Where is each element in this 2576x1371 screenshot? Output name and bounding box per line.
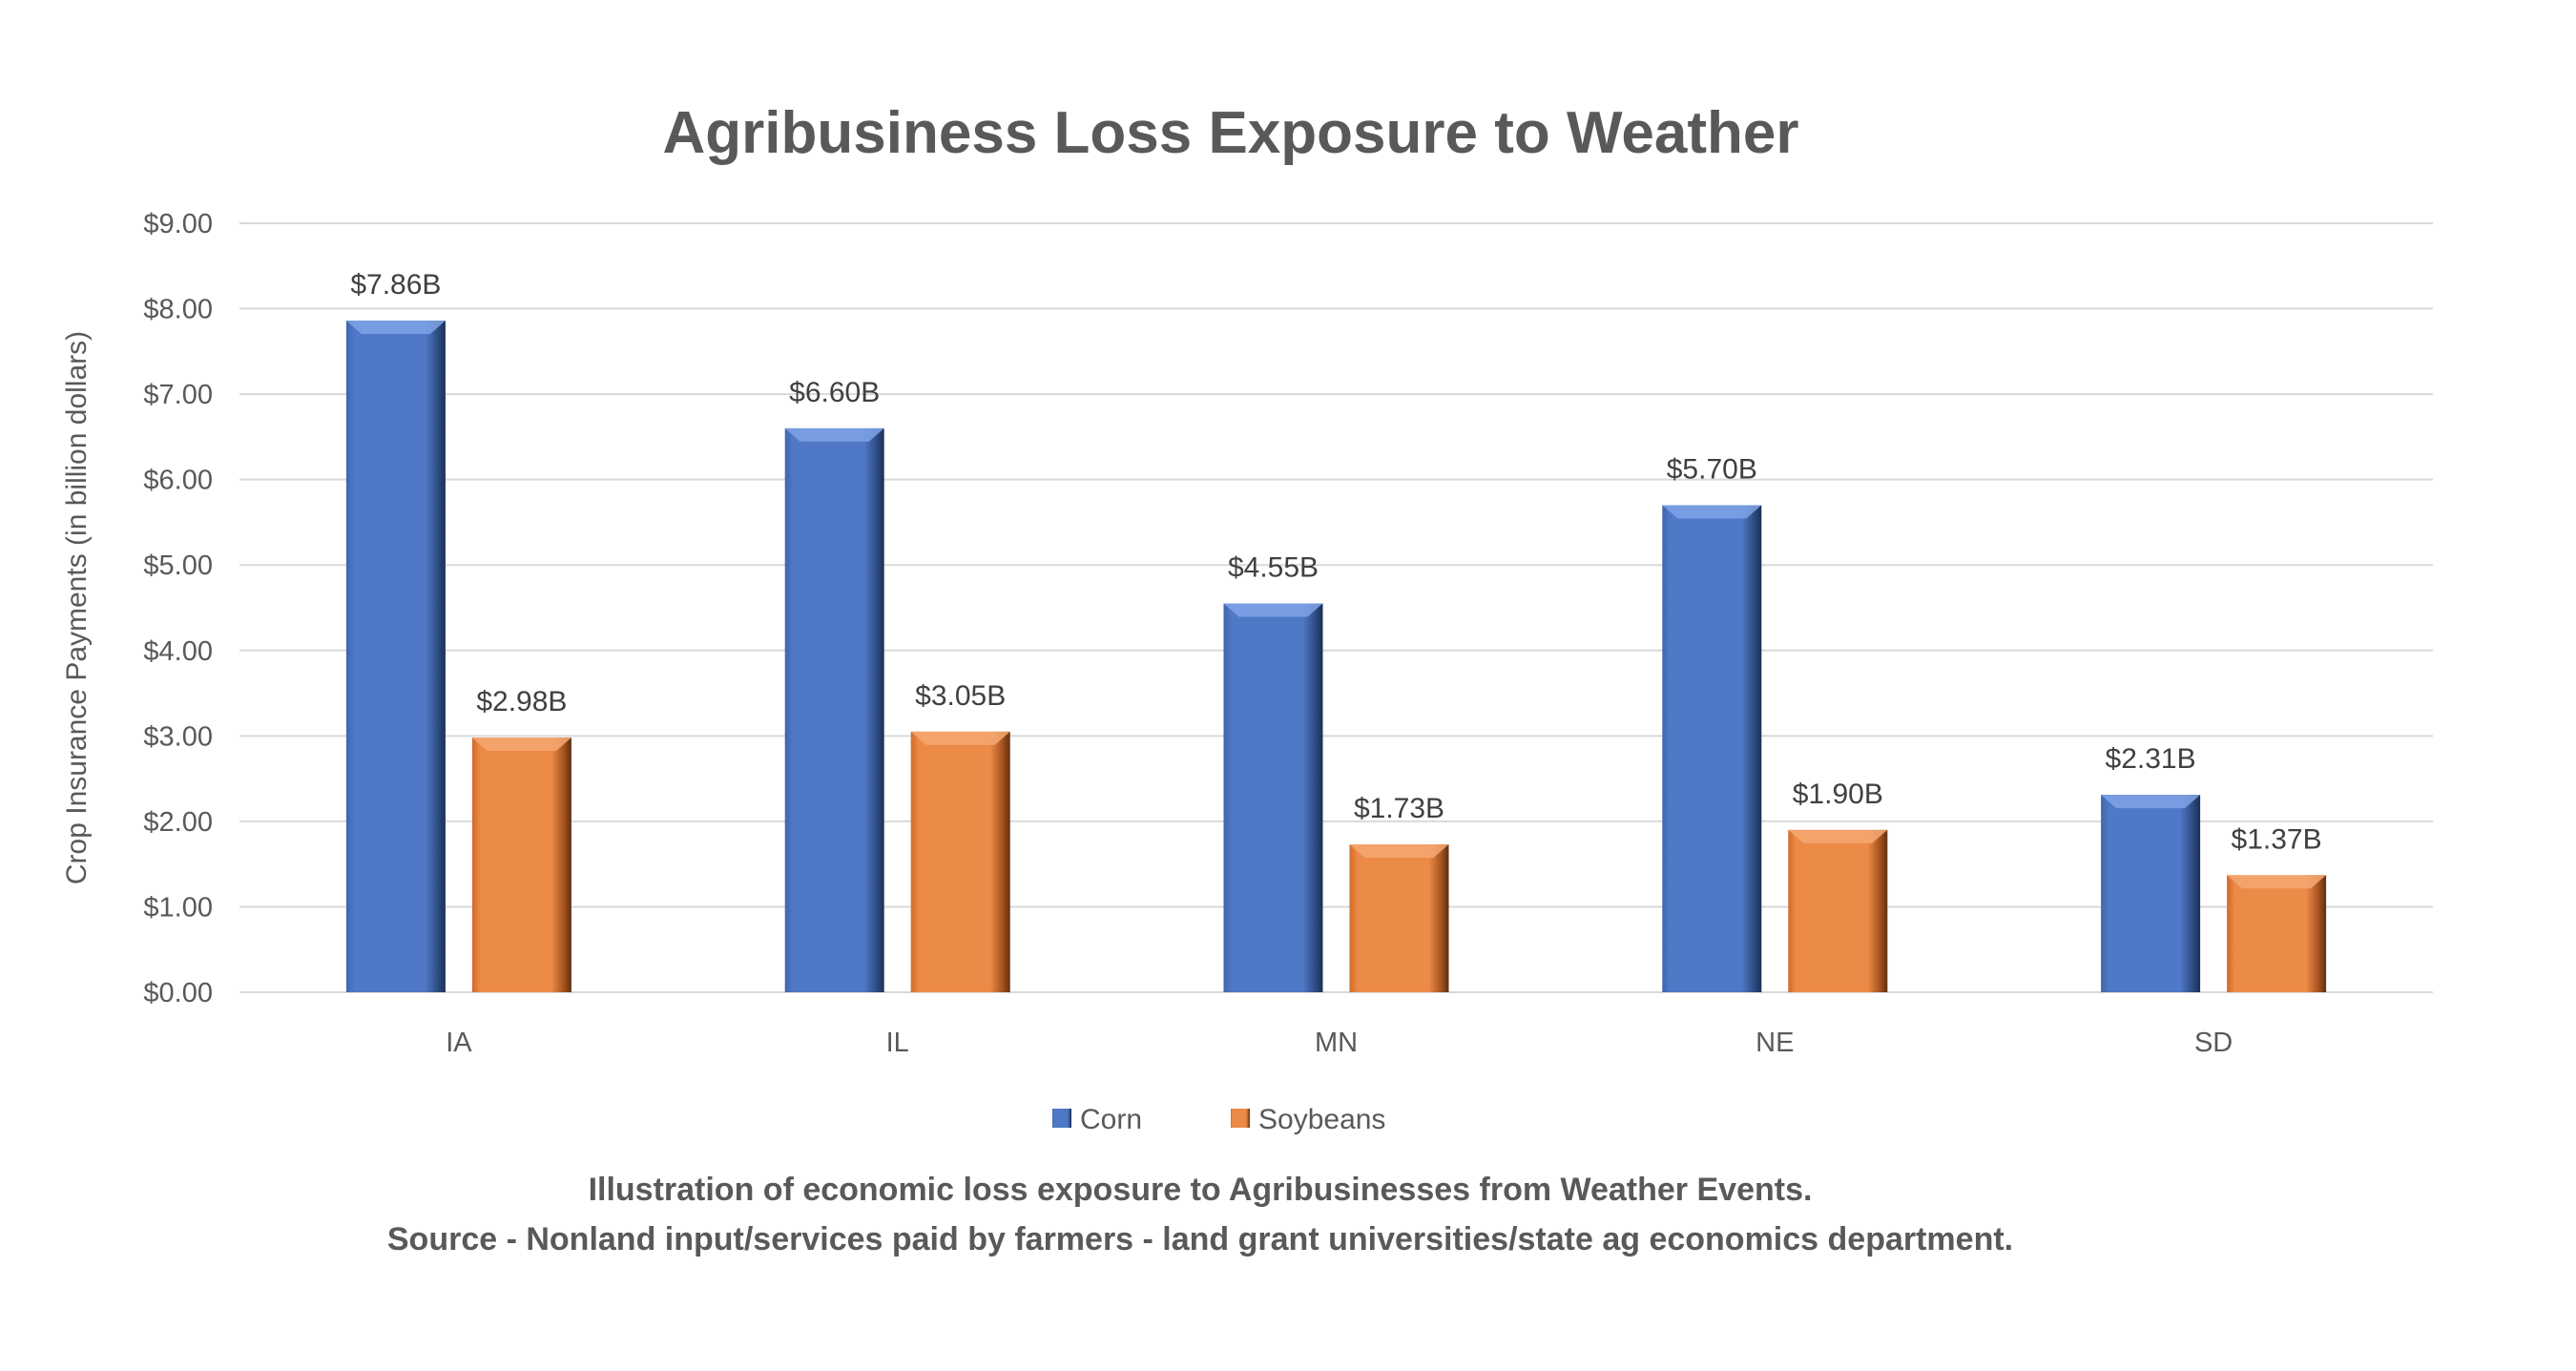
x-tick-label: SD [2194,1028,2233,1058]
y-axis-label: Crop Insurance Payments (in billion doll… [61,331,93,884]
bar-bevel [1788,829,1888,843]
bar-bevel [1349,844,1449,859]
x-tick-label: MN [1315,1028,1358,1058]
data-label: $7.86B [350,269,441,301]
bar-corn [1662,505,1762,992]
bar-corn [2101,795,2201,992]
x-tick-label: IA [446,1028,472,1058]
data-label: $2.31B [2106,743,2196,775]
data-label: $5.70B [1667,454,1757,486]
legend-swatch-corn [1052,1109,1071,1128]
bar-bevel [784,427,884,442]
bar-bevel [910,731,1010,745]
bar-bevel [2227,875,2327,889]
y-tick-label: $7.00 [143,380,213,410]
bar-soybeans [1349,844,1449,992]
bar-bevel [2101,795,2201,809]
bar-bevel [1662,505,1762,519]
data-label: $1.73B [1354,793,1444,824]
y-tick-label: $0.00 [143,978,213,1008]
y-tick-label: $2.00 [143,807,213,838]
x-tick-label: IL [886,1028,909,1058]
chart-title: Agribusiness Loss Exposure to Weather [663,100,1799,166]
bar-soybeans [910,731,1010,992]
y-tick-label: $8.00 [143,295,213,325]
y-tick-label: $3.00 [143,721,213,752]
legend-label: Soybeans [1258,1104,1385,1135]
y-tick-label: $6.00 [143,466,213,496]
data-label: $6.60B [789,377,880,408]
data-label: $3.05B [915,680,1006,712]
data-label: $4.55B [1228,552,1319,584]
y-tick-label: $4.00 [143,636,213,667]
bar-bevel [345,321,446,335]
caption-line-2: Source - Nonland input/services paid by … [387,1221,2013,1257]
bar-bevel [471,737,571,752]
bar-bevel [1223,603,1323,617]
caption-line-1: Illustration of economic loss exposure t… [589,1172,1813,1208]
y-tick-label: $9.00 [143,209,213,239]
y-tick-label: $5.00 [143,550,213,581]
legend-label: Corn [1080,1104,1142,1135]
data-label: $2.98B [476,686,567,717]
bar-corn [784,427,884,992]
data-label: $1.37B [2232,823,2322,855]
bar-soybeans [1788,829,1888,992]
legend-swatch-soybeans [1231,1109,1250,1128]
x-tick-label: NE [1755,1028,1794,1058]
bar-corn [345,321,446,992]
bar-soybeans [471,737,571,992]
data-label: $1.90B [1793,779,1883,810]
bar-soybeans [2227,875,2327,992]
y-tick-label: $1.00 [143,892,213,923]
bar-corn [1223,603,1323,992]
